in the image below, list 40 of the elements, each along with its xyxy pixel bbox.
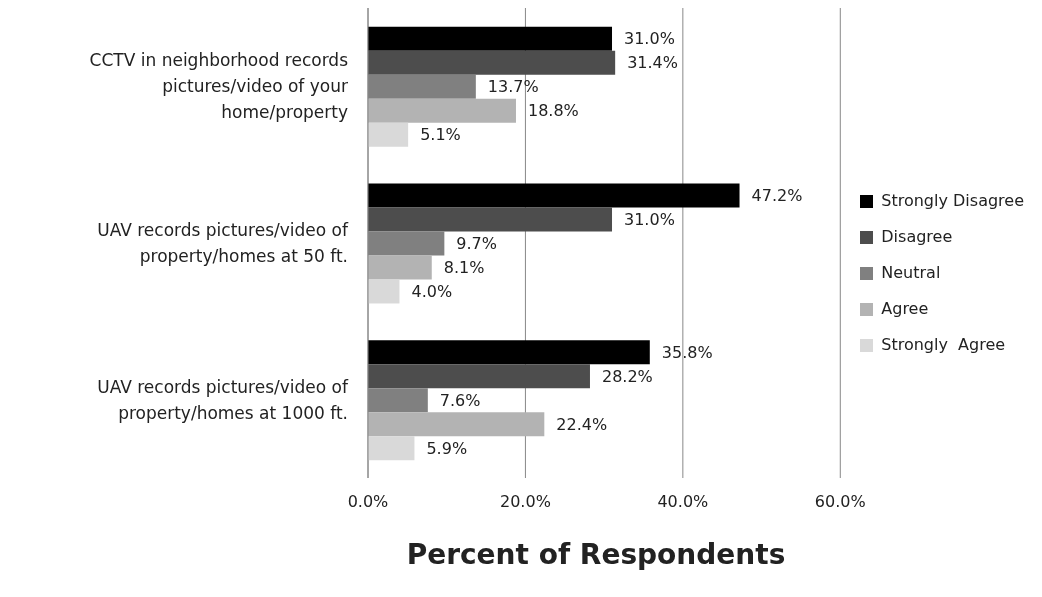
bar — [368, 183, 740, 208]
data-label: 18.8% — [527, 101, 579, 121]
legend-label: Neutral — [881, 262, 941, 284]
data-label: 47.2% — [751, 185, 803, 205]
bar — [368, 122, 409, 147]
data-label: 28.2% — [601, 366, 653, 386]
data-label: 4.0% — [411, 281, 453, 301]
y-tick-label: CCTV in neighborhood records pictures/video of your home/property — [89, 50, 349, 123]
data-label: 22.4% — [556, 414, 608, 434]
data-label: 31.4% — [627, 53, 678, 73]
bar — [368, 98, 516, 123]
bar — [368, 364, 590, 389]
bar — [368, 279, 400, 304]
x-tick-label: 20.0% — [500, 492, 551, 512]
data-label: 13.7% — [487, 77, 539, 97]
bar — [368, 50, 616, 75]
data-label: 5.9% — [426, 438, 468, 458]
bar — [368, 412, 545, 437]
y-tick-label: UAV records pictures/video of property/homes at 1000 ft. — [97, 376, 349, 423]
x-axis-title: Percent of Respondents — [406, 538, 786, 571]
legend-label: Agree — [881, 298, 929, 320]
data-label: 8.1% — [443, 257, 485, 277]
x-tick-label: 60.0% — [814, 492, 866, 512]
data-label: 7.6% — [439, 390, 481, 410]
data-label: 31.0% — [624, 29, 675, 49]
legend-label: Strongly Disagree — [881, 190, 1024, 212]
bar — [368, 255, 432, 280]
bar — [368, 436, 415, 461]
legend-label: Disagree — [881, 226, 953, 248]
bar — [368, 26, 613, 51]
data-label: 35.8% — [661, 342, 713, 362]
data-label: 31.0% — [624, 209, 675, 229]
data-label: 5.1% — [420, 125, 461, 145]
y-tick-label: UAV records pictures/video of property/homes at 50 ft. — [97, 220, 349, 266]
data-label: 9.7% — [456, 233, 498, 253]
x-tick-label: 40.0% — [657, 492, 709, 512]
bar — [368, 340, 650, 365]
bar — [368, 207, 613, 232]
legend-label: Strongly Agree — [881, 334, 1006, 356]
x-tick-label: 0.0% — [347, 492, 389, 512]
